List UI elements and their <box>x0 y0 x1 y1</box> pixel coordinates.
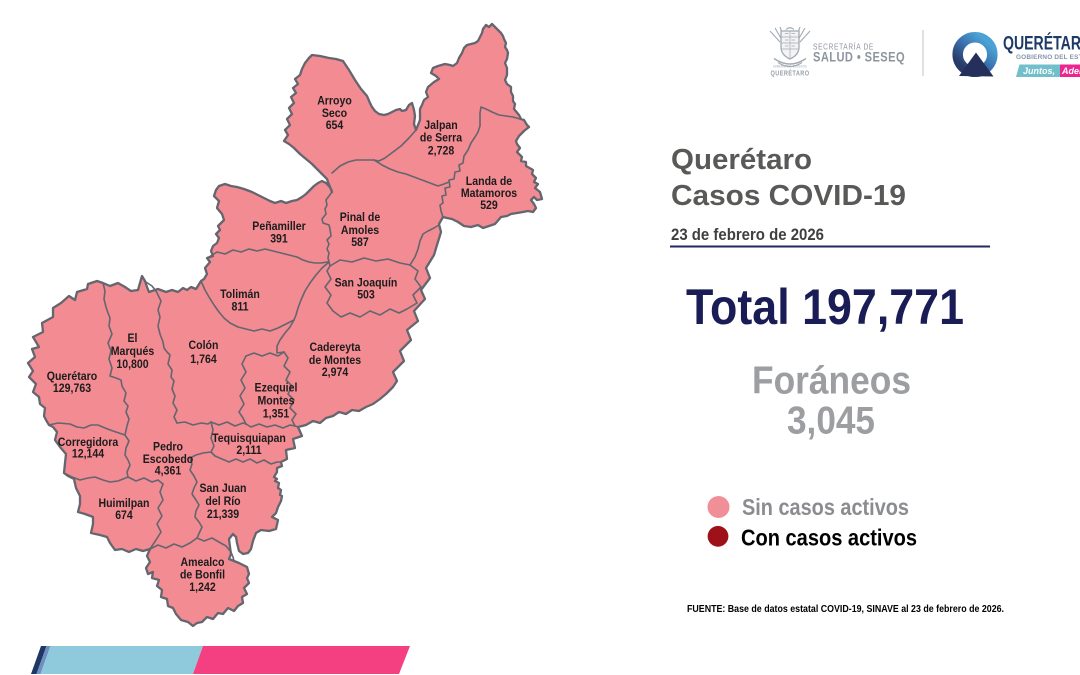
svg-text:Huimilpan: Huimilpan <box>99 496 150 510</box>
svg-text:Pinal de: Pinal de <box>340 210 381 224</box>
svg-text:Colón: Colón <box>189 338 219 352</box>
svg-text:de Montes: de Montes <box>309 353 361 367</box>
svg-text:El: El <box>128 331 138 345</box>
svg-text:1,351: 1,351 <box>263 407 290 421</box>
svg-text:QUERÉTARO: QUERÉTARO <box>1003 33 1080 55</box>
svg-text:811: 811 <box>231 300 248 314</box>
svg-text:Amealco: Amealco <box>181 555 225 569</box>
svg-text:391: 391 <box>270 232 288 246</box>
svg-text:Querétaro: Querétaro <box>671 144 812 176</box>
svg-text:Total 197,771: Total 197,771 <box>686 279 964 335</box>
svg-text:Montes: Montes <box>258 394 295 408</box>
svg-text:GOBIERNO DEL ESTADO DE: GOBIERNO DEL ESTADO DE <box>773 65 807 69</box>
svg-text:4,361: 4,361 <box>155 464 182 478</box>
svg-text:654: 654 <box>326 118 344 132</box>
svg-text:129,763: 129,763 <box>53 381 91 395</box>
svg-text:Tolimán: Tolimán <box>220 287 260 301</box>
svg-text:Corregidora: Corregidora <box>58 435 119 449</box>
svg-text:1,764: 1,764 <box>190 352 217 366</box>
svg-text:SECRETARÍA DE: SECRETARÍA DE <box>813 43 874 52</box>
svg-text:Ezequiel: Ezequiel <box>255 381 298 395</box>
svg-text:Seco: Seco <box>322 106 347 120</box>
svg-text:del Río: del Río <box>205 494 240 508</box>
svg-text:de Serra: de Serra <box>420 131 462 145</box>
svg-text:2,974: 2,974 <box>322 365 349 379</box>
svg-text:Sin casos activos: Sin casos activos <box>742 494 909 520</box>
svg-text:2,111: 2,111 <box>236 443 262 457</box>
svg-text:Con casos activos: Con casos activos <box>741 525 917 551</box>
svg-text:2,728: 2,728 <box>428 144 455 158</box>
svg-text:Casos COVID-19: Casos COVID-19 <box>671 180 906 212</box>
svg-text:Foráneos: Foráneos <box>752 360 911 403</box>
svg-text:10,800: 10,800 <box>116 357 149 371</box>
svg-text:Pedro: Pedro <box>153 440 183 454</box>
svg-text:FUENTE: Base de datos estatal: FUENTE: Base de datos estatal COVID-19, … <box>687 603 1004 615</box>
svg-text:529: 529 <box>480 198 498 212</box>
svg-text:San Juan: San Juan <box>200 481 247 495</box>
svg-text:3,045: 3,045 <box>787 400 875 443</box>
svg-text:Juntos,: Juntos, <box>1023 66 1055 76</box>
svg-text:23 de febrero de 2026: 23 de febrero de 2026 <box>671 226 824 244</box>
svg-text:587: 587 <box>351 235 369 249</box>
svg-text:QUERÉTARO: QUERÉTARO <box>771 69 810 78</box>
svg-text:Landa de: Landa de <box>466 174 513 188</box>
svg-text:Jalpan: Jalpan <box>424 118 457 132</box>
svg-text:Amoles: Amoles <box>341 223 379 237</box>
svg-text:SALUD • SESEQ: SALUD • SESEQ <box>813 50 905 65</box>
svg-text:Adelante: Adelante <box>1061 66 1080 76</box>
svg-text:de Bonfil: de Bonfil <box>180 568 225 582</box>
svg-text:Querétaro: Querétaro <box>47 369 98 383</box>
svg-text:12,144: 12,144 <box>72 447 105 461</box>
svg-text:Marqués: Marqués <box>111 344 155 358</box>
svg-text:Cadereyta: Cadereyta <box>310 340 361 354</box>
svg-text:Peñamiller: Peñamiller <box>252 219 306 233</box>
svg-text:GOBIERNO DEL ESTADO: GOBIERNO DEL ESTADO <box>1016 54 1080 61</box>
svg-text:Tequisquiapan: Tequisquiapan <box>212 431 286 445</box>
svg-text:1,242: 1,242 <box>189 580 216 594</box>
svg-text:674: 674 <box>115 508 133 522</box>
svg-text:503: 503 <box>357 288 375 302</box>
svg-text:21,339: 21,339 <box>207 507 240 521</box>
svg-text:Arroyo: Arroyo <box>317 94 352 108</box>
svg-text:Matamoros: Matamoros <box>461 186 518 200</box>
svg-text:San Joaquín: San Joaquín <box>335 276 398 290</box>
svg-text:Escobedo: Escobedo <box>143 452 194 466</box>
